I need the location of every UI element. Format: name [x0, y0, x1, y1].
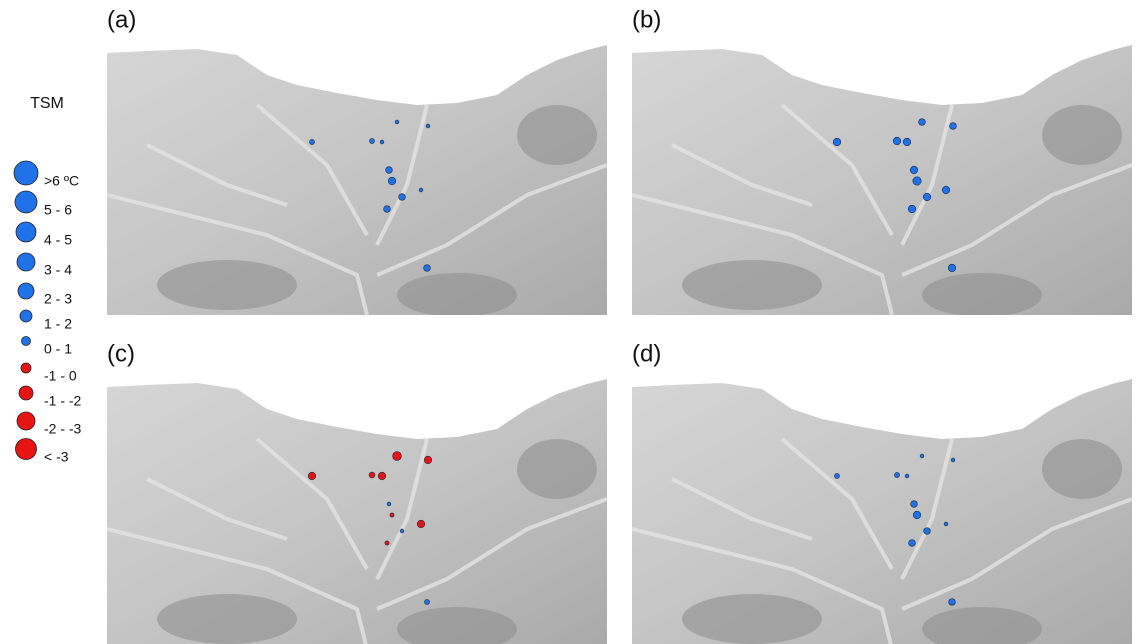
site-marker	[426, 124, 430, 128]
site-marker	[386, 167, 393, 174]
site-marker	[910, 166, 918, 174]
legend-label: 5 - 6	[44, 202, 72, 218]
site-marker	[390, 513, 394, 517]
legend-symbol	[20, 310, 32, 322]
site-marker	[920, 454, 924, 458]
legend-symbol	[14, 161, 38, 185]
site-marker	[424, 265, 431, 272]
site-marker	[369, 138, 374, 143]
legend-symbol	[15, 191, 37, 213]
site-marker	[834, 473, 839, 478]
legend-title: TSM	[30, 95, 64, 112]
legend-label: 1 - 2	[44, 316, 72, 332]
legend-symbol	[19, 386, 33, 400]
site-marker	[905, 474, 909, 478]
site-marker	[424, 599, 429, 604]
site-marker	[950, 123, 957, 130]
site-marker	[378, 472, 386, 480]
legend-symbol	[17, 253, 35, 271]
site-marker	[399, 194, 406, 201]
site-marker	[395, 120, 399, 124]
site-marker	[924, 528, 931, 535]
site-marker	[908, 205, 916, 213]
legend-symbol	[21, 363, 31, 373]
site-marker	[894, 472, 899, 477]
relief-map	[107, 379, 607, 644]
panel: (a)	[107, 6, 607, 317]
panel: (b)	[632, 6, 1132, 317]
legend-label: 2 - 3	[44, 291, 72, 307]
legend-label: 0 - 1	[44, 341, 72, 357]
legend-label: -2 - -3	[44, 421, 82, 437]
legend-label: -1 - -2	[44, 393, 82, 409]
legend-label: 4 - 5	[44, 232, 72, 248]
panel-label: (d)	[632, 340, 661, 367]
panel: (c)	[107, 340, 607, 644]
site-marker	[919, 119, 926, 126]
panel-label: (a)	[107, 6, 136, 33]
site-marker	[909, 540, 916, 547]
relief-map	[632, 379, 1132, 644]
legend-label: < -3	[44, 449, 69, 465]
site-marker	[309, 139, 314, 144]
site-marker	[308, 472, 316, 480]
legend-label: -1 - 0	[44, 368, 77, 384]
site-marker	[388, 177, 396, 185]
site-marker	[942, 186, 950, 194]
legend-label: 3 - 4	[44, 262, 72, 278]
site-marker	[369, 472, 375, 478]
relief-map	[632, 45, 1132, 317]
site-marker	[387, 502, 391, 506]
legend-label: >6 ºC	[44, 173, 79, 189]
site-marker	[400, 529, 404, 533]
site-marker	[417, 520, 425, 528]
legend-symbol	[16, 439, 37, 460]
site-marker	[923, 193, 931, 201]
site-marker	[903, 138, 911, 146]
legend-symbol	[17, 412, 35, 430]
panel-label: (b)	[632, 6, 661, 33]
panels: (a) (b) (c) (d)	[107, 6, 1132, 644]
site-marker	[944, 522, 948, 526]
legend: TSM >6 ºC 5 - 6 4 - 5 3 - 4 2 - 3 1 - 2 0 - 1 -…	[14, 95, 82, 464]
panel-label: (c)	[107, 340, 135, 367]
relief-map	[107, 45, 607, 317]
site-marker	[380, 140, 384, 144]
site-marker	[893, 137, 901, 145]
site-marker	[833, 138, 841, 146]
site-marker	[424, 456, 432, 464]
site-marker	[911, 501, 918, 508]
site-marker	[913, 511, 921, 519]
figure: TSM >6 ºC 5 - 6 4 - 5 3 - 4 2 - 3 1 - 2 0 - 1 -…	[0, 0, 1137, 644]
site-marker	[951, 458, 955, 462]
site-marker	[913, 177, 921, 185]
site-marker	[948, 264, 956, 272]
site-marker	[419, 188, 423, 192]
legend-symbol	[16, 222, 36, 242]
site-marker	[393, 452, 402, 461]
site-marker	[949, 599, 956, 606]
site-marker	[385, 541, 389, 545]
panel: (d)	[632, 340, 1132, 644]
legend-symbol	[22, 337, 31, 346]
legend-symbol	[18, 283, 34, 299]
site-marker	[384, 206, 391, 213]
